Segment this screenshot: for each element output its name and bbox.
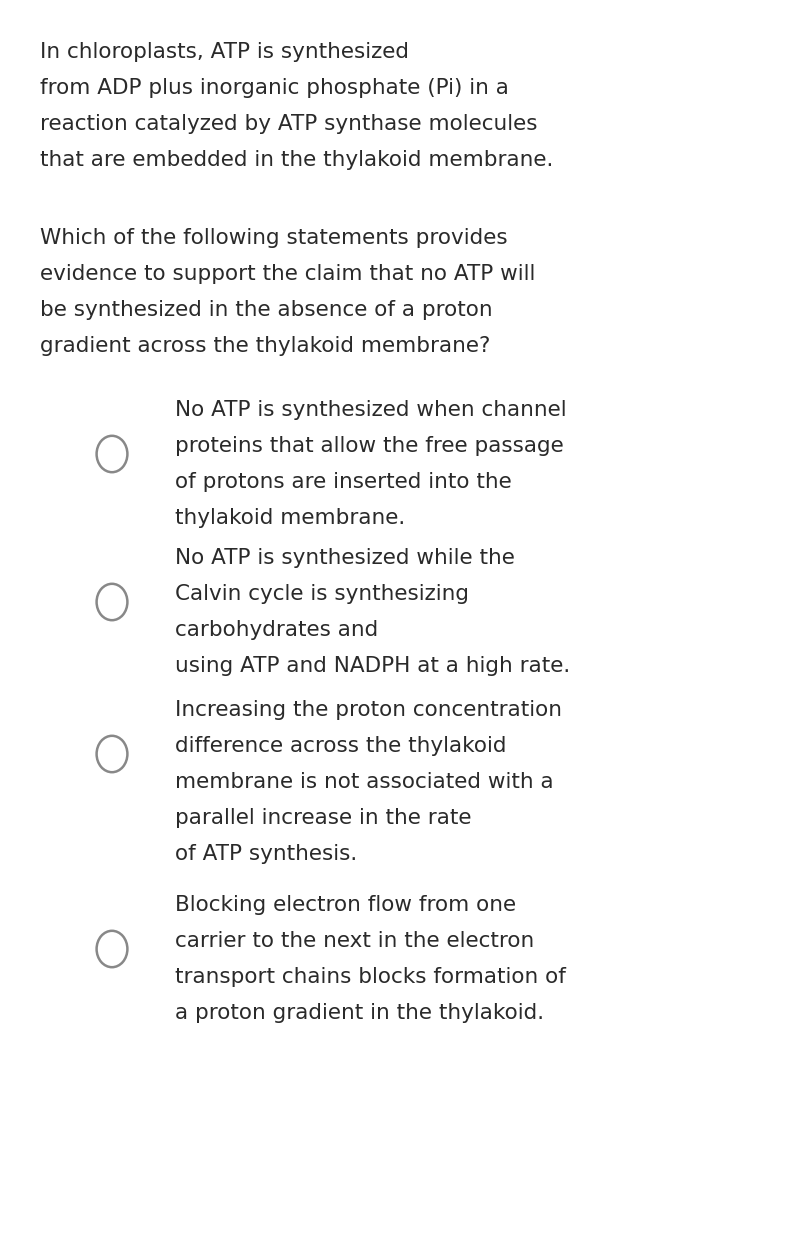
Text: carbohydrates and: carbohydrates and <box>175 620 378 641</box>
Text: that are embedded in the thylakoid membrane.: that are embedded in the thylakoid membr… <box>40 149 554 170</box>
Text: difference across the thylakoid: difference across the thylakoid <box>175 736 506 756</box>
Text: a proton gradient in the thylakoid.: a proton gradient in the thylakoid. <box>175 1004 544 1022</box>
Text: Which of the following statements provides: Which of the following statements provid… <box>40 229 508 247</box>
Text: from ADP plus inorganic phosphate (Pi) in a: from ADP plus inorganic phosphate (Pi) i… <box>40 78 509 98</box>
Text: proteins that allow the free passage: proteins that allow the free passage <box>175 436 564 456</box>
Text: using ATP and NADPH at a high rate.: using ATP and NADPH at a high rate. <box>175 656 570 676</box>
Text: evidence to support the claim that no ATP will: evidence to support the claim that no AT… <box>40 264 535 284</box>
Text: of ATP synthesis.: of ATP synthesis. <box>175 844 358 864</box>
Text: No ATP is synthesized while the: No ATP is synthesized while the <box>175 548 515 568</box>
Text: gradient across the thylakoid membrane?: gradient across the thylakoid membrane? <box>40 337 490 355</box>
Text: No ATP is synthesized when channel: No ATP is synthesized when channel <box>175 399 566 420</box>
Text: membrane is not associated with a: membrane is not associated with a <box>175 772 554 793</box>
Text: Blocking electron flow from one: Blocking electron flow from one <box>175 896 516 916</box>
Text: Calvin cycle is synthesizing: Calvin cycle is synthesizing <box>175 584 469 604</box>
Text: thylakoid membrane.: thylakoid membrane. <box>175 507 406 528</box>
Text: parallel increase in the rate: parallel increase in the rate <box>175 808 471 828</box>
Text: Increasing the proton concentration: Increasing the proton concentration <box>175 700 562 720</box>
Text: transport chains blocks formation of: transport chains blocks formation of <box>175 967 566 987</box>
Text: of protons are inserted into the: of protons are inserted into the <box>175 472 512 492</box>
Text: carrier to the next in the electron: carrier to the next in the electron <box>175 931 534 951</box>
Text: reaction catalyzed by ATP synthase molecules: reaction catalyzed by ATP synthase molec… <box>40 114 538 134</box>
Text: be synthesized in the absence of a proton: be synthesized in the absence of a proto… <box>40 300 493 320</box>
Text: In chloroplasts, ATP is synthesized: In chloroplasts, ATP is synthesized <box>40 41 409 62</box>
